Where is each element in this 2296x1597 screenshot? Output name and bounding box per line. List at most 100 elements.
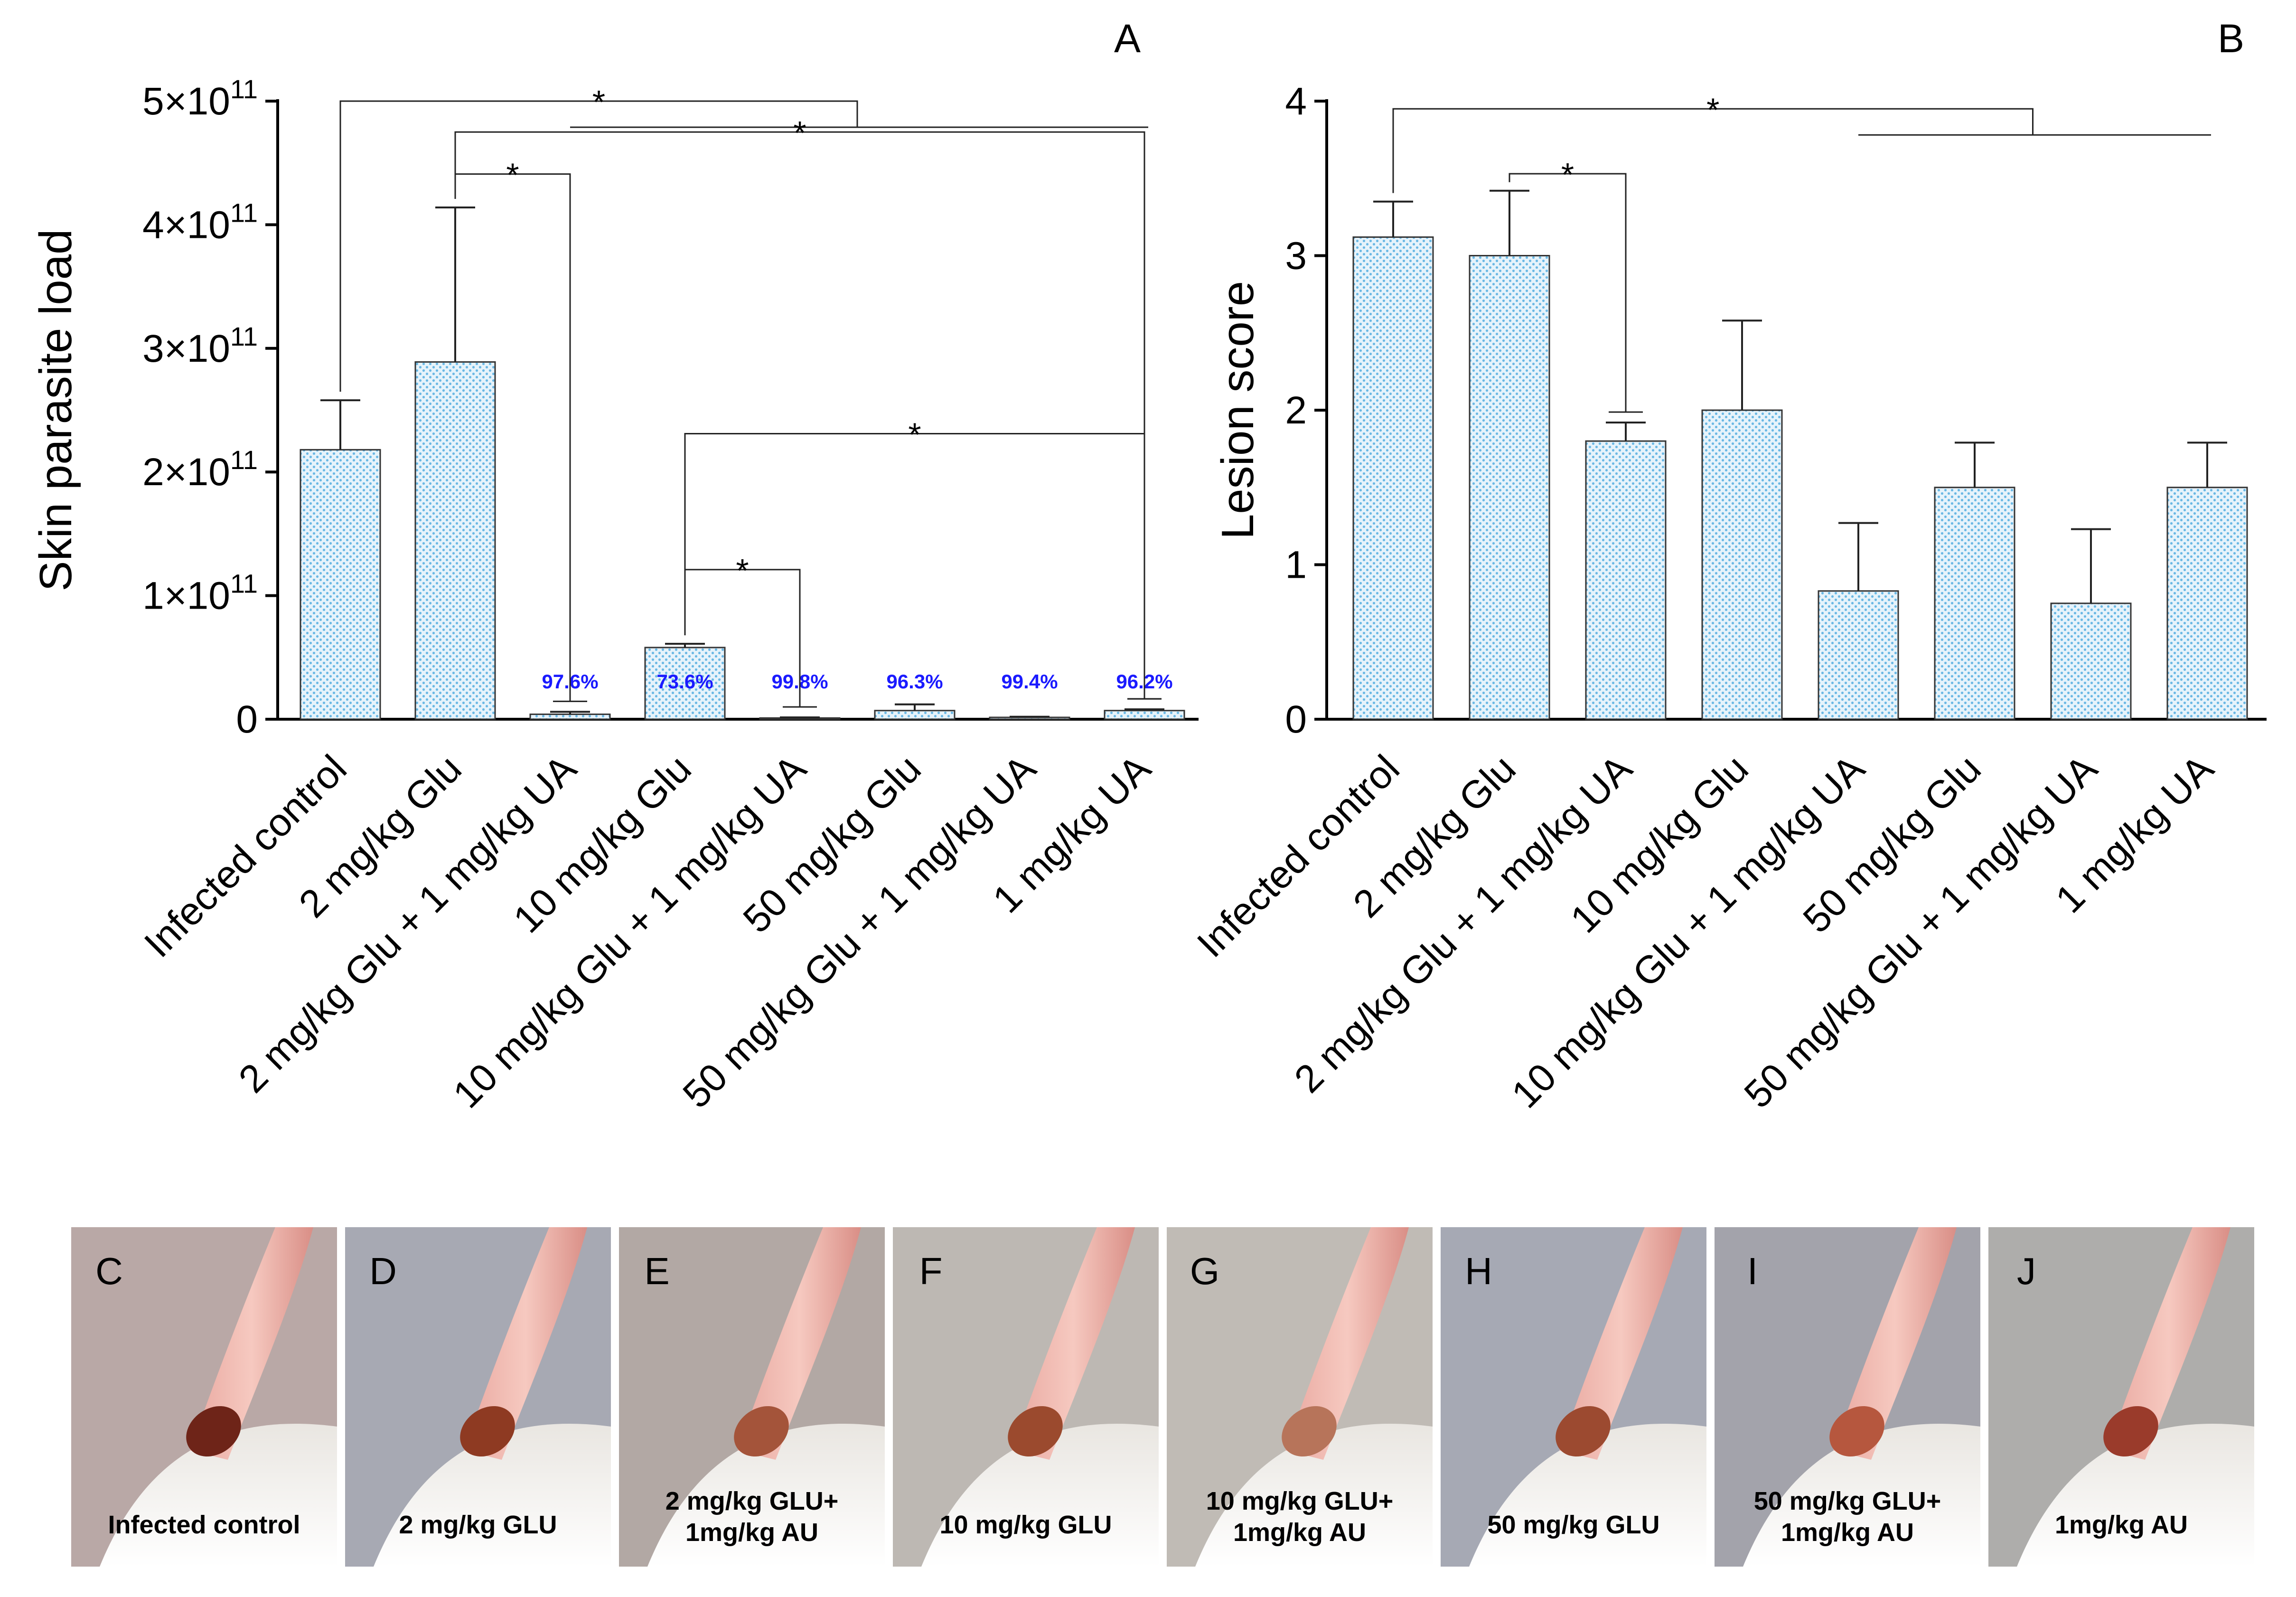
photo-panel: G 10 mg/kg GLU+ 1mg/kg AU [1167,1227,1433,1567]
photo-panel: I 50 mg/kg GLU+ 1mg/kg AU [1715,1227,1980,1567]
mouse-tail [190,1227,313,1460]
bar [1701,409,1783,720]
bar [1352,236,1434,720]
mouse-tail [2107,1227,2230,1460]
significance-star: * [793,114,806,151]
mouse-tail [1833,1227,1957,1460]
significance-star: * [1706,91,1719,128]
mouse-tail [738,1227,861,1460]
photo-caption: 2 mg/kg GLU [399,1511,557,1539]
bar [1104,710,1185,720]
y-tick-label: 0 [236,698,258,741]
photo-caption: 50 mg/kg GLU [1487,1511,1659,1539]
y-axis-label: Lesion score [1212,281,1263,539]
photo-letter: F [919,1250,943,1292]
mouse-fur [1743,1423,1980,1567]
lesion-spot [2103,1406,2158,1457]
y-tick-label: 0 [1285,698,1307,741]
lesion-spot [460,1406,515,1457]
photo-letter: I [1747,1250,1758,1292]
significance-bracket [1509,173,1627,413]
bar [414,361,496,720]
significance-star: * [592,84,605,121]
y-tick-label: 4×1011 [142,197,258,246]
x-tick-label: Infected control [1189,747,1408,966]
mouse-tail [1559,1227,1683,1460]
photo-caption: Infected control [108,1511,300,1539]
mouse-fur [1469,1423,1706,1567]
panel-letter: A [1114,16,1141,61]
mouse-tail [1012,1227,1135,1460]
lesion-spot [734,1406,789,1457]
photo-caption: 1mg/kg AU [1781,1518,1914,1547]
y-axis-label: Skin parasite load [30,229,81,591]
bar [1585,440,1667,720]
significance-bracket [684,569,801,707]
photo-letter: E [644,1250,669,1292]
bar [2166,487,2248,720]
photo-caption: 1mg/kg AU [1233,1518,1366,1547]
significance-bracket [339,100,858,392]
bar [874,710,956,720]
lesion-spot [1829,1406,1884,1457]
mouse-fur [374,1423,611,1567]
percent-label: 99.4% [1001,670,1058,693]
bar [644,647,726,720]
photo-letter: D [369,1250,397,1292]
photo-panel: E 2 mg/kg GLU+ 1mg/kg AU [619,1227,885,1567]
significance-star: * [506,157,519,194]
significance-bracket [1392,108,2034,193]
photo-letter: G [1190,1250,1219,1292]
photo-panel: D 2 mg/kg GLU [345,1227,611,1567]
significance-bracket [454,173,571,702]
mouse-fur [1195,1423,1433,1567]
panel-a: 0 1×1011 2×1011 3×1011 4×1011 5×1011 Skin para… [30,16,1199,1117]
lesion-spot [1282,1406,1337,1457]
significance-star: * [736,552,749,589]
y-tick-label: 2 [1285,389,1307,432]
y-tick-label: 3 [1285,235,1307,278]
photo-caption: 1mg/kg AU [685,1518,818,1547]
photo-caption: 10 mg/kg GLU [939,1511,1112,1539]
mouse-fur [100,1423,337,1567]
mouse-fur [647,1423,885,1567]
bar [300,449,381,720]
significance-bracket [454,131,1145,699]
y-tick-label: 1×1011 [142,569,258,618]
lesion-spot [1556,1406,1611,1457]
photo-strip: C Infected control D 2 mg/kg GLU E 2 mg/kg GL… [71,1227,2254,1567]
photo-panel: C Infected control [71,1227,337,1567]
significance-star: * [1561,156,1574,193]
lesion-spot [186,1406,241,1457]
percent-label: 96.3% [886,670,943,693]
y-tick-label: 1 [1285,544,1307,587]
significance-bracket [684,432,1145,699]
photo-panel: J 1mg/kg AU [1988,1227,2254,1567]
mouse-tail [1285,1227,1409,1460]
photo-letter: J [2017,1250,2036,1292]
photo-caption: 10 mg/kg GLU+ [1206,1487,1394,1515]
bar [1934,487,2015,720]
bar [1818,590,1899,720]
photo-letter: C [95,1250,123,1292]
photo-panel: H 50 mg/kg GLU [1441,1227,1706,1567]
photo-caption: 1mg/kg AU [2055,1511,2188,1539]
photo-panel: F 10 mg/kg GLU [893,1227,1159,1567]
y-tick-label: 3×1011 [142,321,258,370]
bar [1469,255,1550,720]
photo-caption: 2 mg/kg GLU+ [665,1487,839,1515]
bar [2050,602,2132,720]
y-tick-label: 5×1011 [142,74,258,123]
photo-letter: H [1465,1250,1492,1292]
percent-label: 73.6% [656,670,713,693]
mouse-tail [464,1227,587,1460]
y-tick-label: 2×1011 [142,445,258,494]
significance-star: * [908,416,921,453]
bar [529,714,611,720]
mouse-fur [2017,1423,2254,1567]
photo-caption: 50 mg/kg GLU+ [1754,1487,1941,1515]
mouse-fur [921,1423,1159,1567]
x-tick-label: Infected control [136,747,355,966]
